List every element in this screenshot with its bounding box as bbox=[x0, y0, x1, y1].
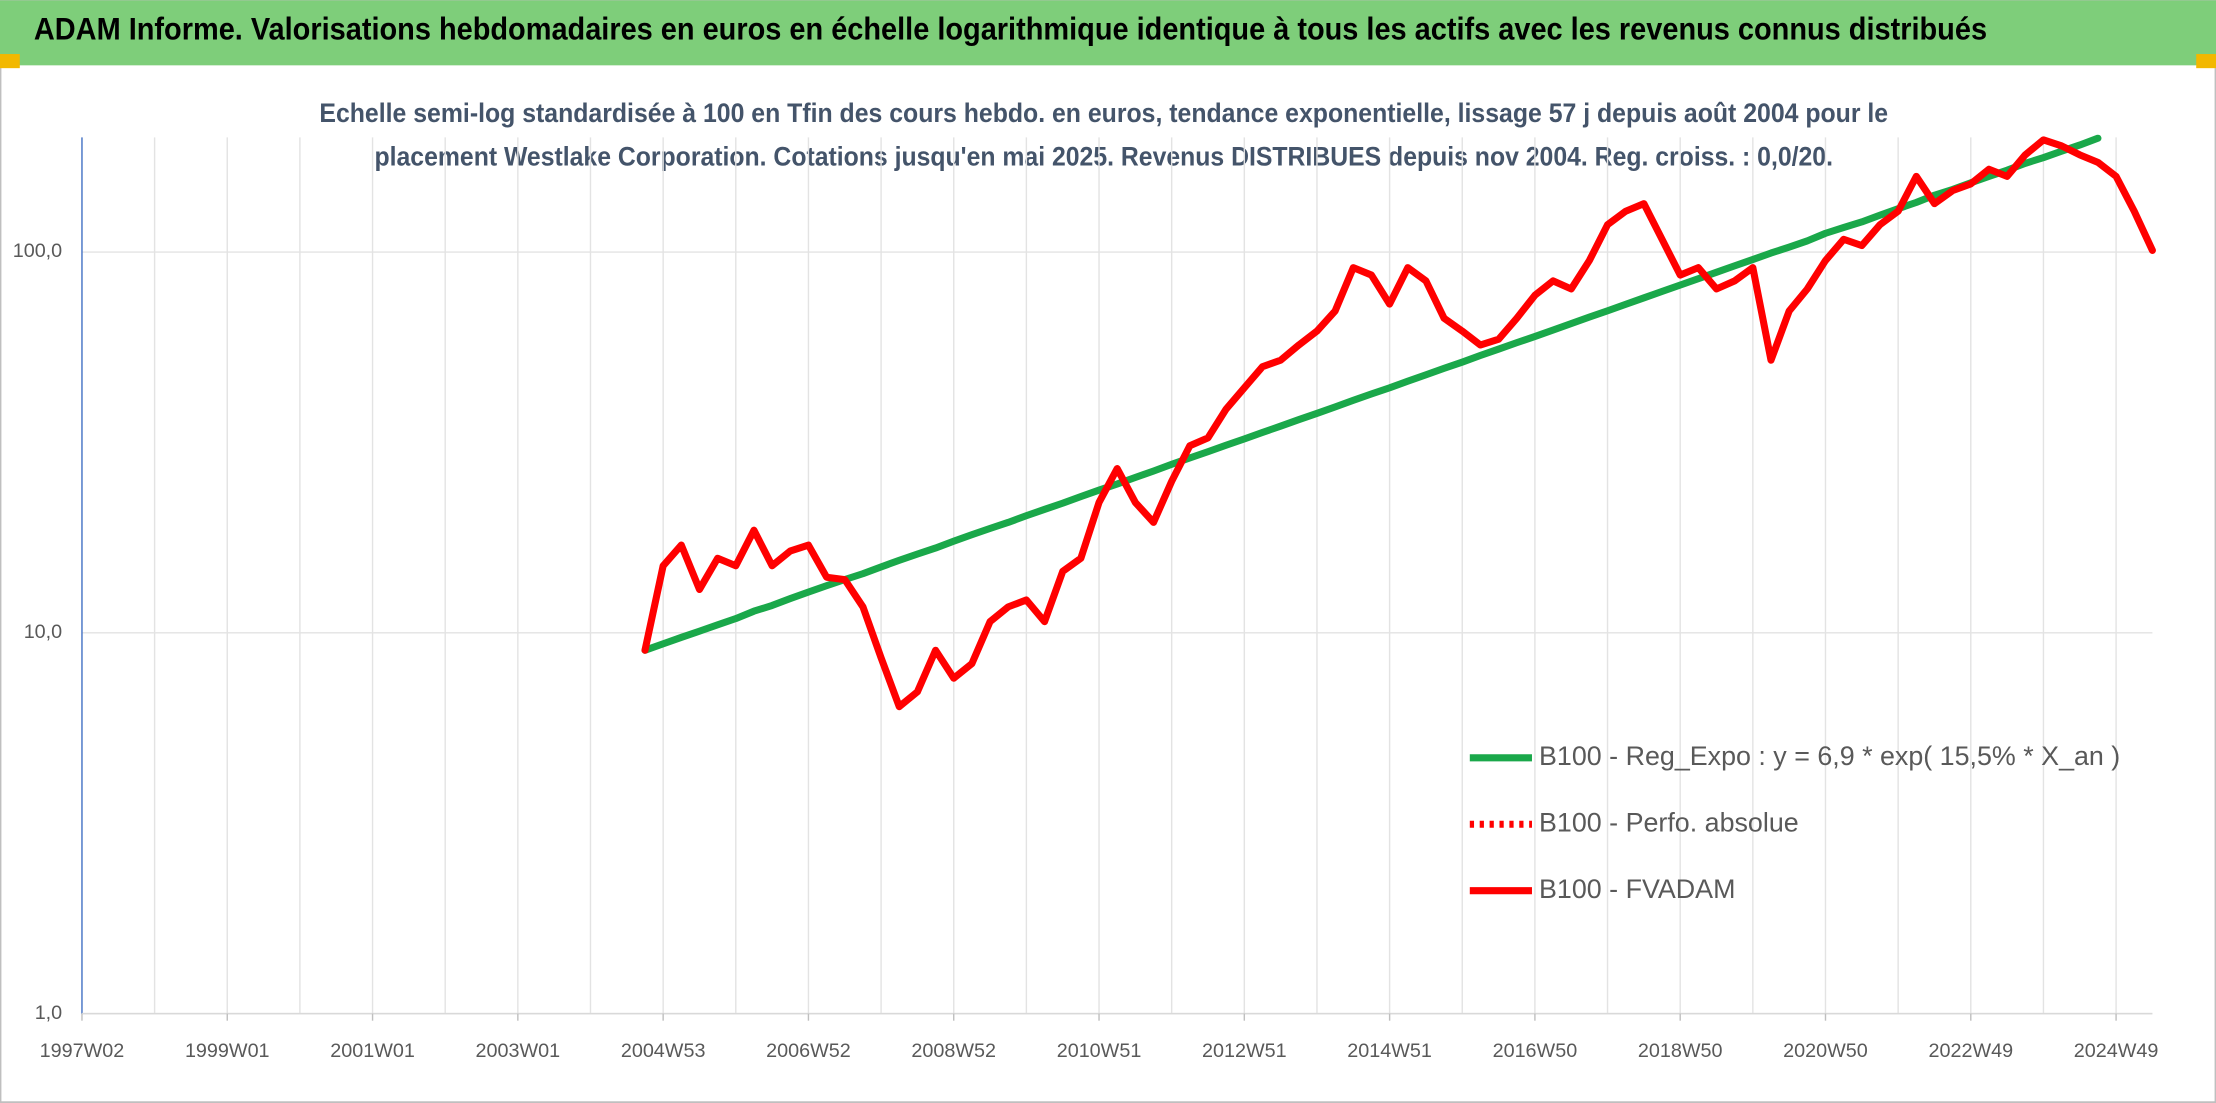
x-tick-label: 2024W49 bbox=[2074, 1040, 2159, 1062]
title-banner bbox=[0, 0, 2216, 66]
legend-label: B100 - Perfo. absolue bbox=[1539, 807, 1799, 837]
x-tick-label: 2010W51 bbox=[1057, 1040, 1142, 1062]
x-tick-label: 2001W01 bbox=[330, 1040, 415, 1062]
x-tick-label: 2018W50 bbox=[1638, 1040, 1723, 1062]
x-tick-label: 2022W49 bbox=[1928, 1040, 2013, 1062]
x-tick-label: 2014W51 bbox=[1347, 1040, 1432, 1062]
corner bbox=[0, 54, 20, 69]
x-tick-label: 2020W50 bbox=[1783, 1040, 1868, 1062]
x-tick-label: 2016W50 bbox=[1493, 1040, 1578, 1062]
series-line bbox=[641, 136, 2156, 711]
subtitle: placement Westlake Corporation. Cotation… bbox=[375, 142, 1833, 172]
legend-label: B100 - FVADAM bbox=[1539, 874, 1735, 904]
x-tick-label: 1999W01 bbox=[185, 1040, 270, 1062]
chart-title: ADAM Informe. Valorisations hebdomadaire… bbox=[34, 12, 1987, 47]
x-tick-label: 1997W02 bbox=[40, 1040, 125, 1062]
x-tick-label: 2008W52 bbox=[911, 1040, 996, 1062]
x-tick-label: 2012W51 bbox=[1202, 1040, 1287, 1062]
x-tick-label: 2004W53 bbox=[621, 1040, 706, 1062]
legend-label: B100 - Reg_Expo : y = 6,9 * exp( 15,5% *… bbox=[1539, 741, 2120, 771]
series-line bbox=[641, 134, 2102, 654]
x-tick-label: 2006W52 bbox=[766, 1040, 851, 1062]
x-tick-label: 2003W01 bbox=[476, 1040, 561, 1062]
y-tick-label: 1,0 bbox=[35, 1002, 62, 1024]
subtitle: Echelle semi-log standardisée à 100 en T… bbox=[319, 98, 1888, 128]
y-tick-label: 100,0 bbox=[13, 240, 62, 262]
y-tick-label: 10,0 bbox=[24, 621, 62, 643]
corner bbox=[2196, 54, 2216, 69]
